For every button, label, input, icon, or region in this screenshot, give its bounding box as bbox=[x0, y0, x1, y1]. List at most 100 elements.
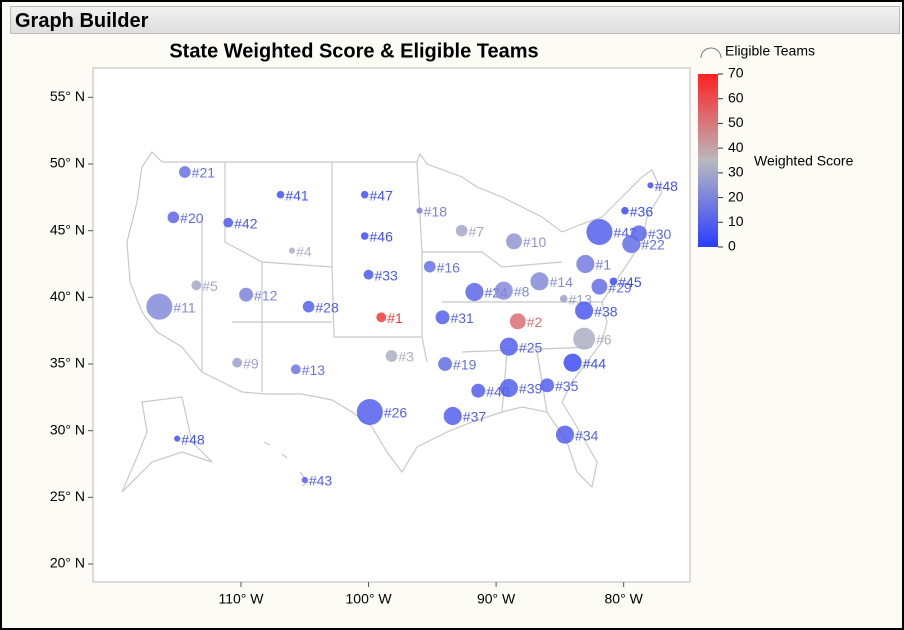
plot-area bbox=[92, 67, 691, 583]
y-tick-label: 40° N bbox=[50, 288, 85, 304]
bubble bbox=[563, 353, 582, 372]
bubble bbox=[423, 260, 436, 273]
chart: State Weighted Score & Eligible Teams El… bbox=[50, 40, 854, 607]
bubble bbox=[174, 435, 181, 442]
point-label: #7 bbox=[468, 223, 484, 239]
point-label: #36 bbox=[630, 203, 654, 219]
point-label: #46 bbox=[370, 229, 394, 245]
bubble bbox=[146, 293, 173, 320]
bubble bbox=[499, 337, 518, 356]
point-label: #18 bbox=[424, 203, 448, 219]
size-legend-title: Eligible Teams bbox=[725, 43, 815, 59]
y-tick-label: 30° N bbox=[50, 421, 85, 437]
point-label: #26 bbox=[384, 405, 408, 421]
point-label: #42 bbox=[234, 215, 258, 231]
bubble bbox=[647, 182, 654, 189]
bubble bbox=[276, 190, 285, 199]
color-tick-label: 10 bbox=[728, 213, 744, 229]
point-label: #30 bbox=[648, 226, 672, 242]
point-label: #43 bbox=[309, 473, 333, 489]
bubble bbox=[223, 217, 234, 228]
point-label: #8 bbox=[514, 283, 530, 299]
bubble bbox=[559, 294, 568, 303]
bubble bbox=[443, 406, 462, 426]
point-label: #28 bbox=[315, 299, 339, 315]
bubble bbox=[586, 218, 613, 246]
bubble bbox=[301, 476, 308, 484]
point-label: #48 bbox=[655, 178, 679, 194]
bubble bbox=[167, 211, 180, 224]
bubble bbox=[302, 300, 315, 313]
point-label: #9 bbox=[243, 355, 259, 371]
bubble bbox=[506, 233, 522, 250]
bubble bbox=[438, 357, 453, 371]
point-label: #44 bbox=[583, 355, 607, 371]
color-bar bbox=[698, 74, 718, 247]
point-label: #21 bbox=[192, 165, 216, 181]
point-label: #10 bbox=[523, 234, 547, 250]
chart-title: State Weighted Score & Eligible Teams bbox=[169, 40, 538, 62]
bubble bbox=[499, 378, 518, 398]
bubble bbox=[232, 357, 243, 368]
color-tick-label: 20 bbox=[728, 188, 744, 204]
bubble bbox=[555, 425, 575, 444]
point-label: #11 bbox=[173, 299, 196, 315]
point-label: #6 bbox=[596, 331, 612, 347]
y-tick-label: 50° N bbox=[50, 155, 85, 171]
point-label: #2 bbox=[527, 314, 543, 330]
color-tick-label: 70 bbox=[728, 65, 744, 81]
color-tick-label: 0 bbox=[728, 238, 736, 254]
panel-header[interactable]: Graph Builder bbox=[10, 6, 900, 34]
point-label: #22 bbox=[641, 237, 665, 253]
point-label: #14 bbox=[550, 274, 574, 290]
point-label: #1 bbox=[595, 257, 611, 273]
point-label: #38 bbox=[594, 303, 618, 319]
point-label: #45 bbox=[618, 274, 642, 290]
y-tick-label: 20° N bbox=[50, 555, 85, 571]
point-label: #5 bbox=[202, 278, 218, 294]
bubble bbox=[288, 247, 296, 254]
bubble bbox=[591, 278, 608, 295]
point-label: #12 bbox=[254, 287, 278, 303]
y-tick-label: 45° N bbox=[50, 221, 85, 237]
bubble bbox=[540, 378, 555, 393]
bubble bbox=[575, 301, 594, 320]
x-tick-label: 100° W bbox=[346, 591, 393, 607]
point-label: #33 bbox=[374, 267, 398, 283]
bubble bbox=[360, 232, 369, 240]
point-label: #47 bbox=[370, 187, 394, 203]
point-label: #13 bbox=[302, 362, 326, 378]
bubble bbox=[356, 398, 383, 426]
point-label: #39 bbox=[519, 381, 543, 397]
y-tick-label: 35° N bbox=[50, 355, 85, 371]
y-tick-label: 25° N bbox=[50, 488, 85, 504]
bubble bbox=[435, 310, 450, 325]
bubble bbox=[471, 383, 486, 398]
x-tick-label: 80° W bbox=[605, 591, 644, 607]
bubble bbox=[376, 312, 387, 323]
bubble bbox=[494, 281, 513, 300]
point-label: #4 bbox=[296, 243, 312, 259]
point-label: #37 bbox=[463, 409, 487, 425]
color-tick-label: 60 bbox=[728, 89, 744, 105]
bubble bbox=[609, 277, 618, 286]
size-legend-icon bbox=[700, 47, 722, 59]
bubble bbox=[573, 327, 596, 350]
bubble bbox=[179, 166, 191, 178]
bubble bbox=[530, 272, 549, 291]
point-label: #1 bbox=[387, 310, 403, 326]
bubble bbox=[622, 234, 641, 254]
bubble bbox=[465, 282, 484, 302]
bubble bbox=[290, 364, 301, 375]
bubble bbox=[576, 254, 595, 274]
point-label: #48 bbox=[181, 431, 205, 447]
bubble bbox=[385, 350, 398, 362]
point-label: #31 bbox=[450, 310, 474, 326]
color-tick-label: 30 bbox=[728, 164, 744, 180]
x-tick-label: 90° W bbox=[477, 591, 516, 607]
bubble bbox=[455, 224, 468, 237]
color-tick-label: 50 bbox=[728, 114, 744, 130]
point-label: #35 bbox=[555, 378, 579, 394]
bubble bbox=[239, 287, 254, 302]
